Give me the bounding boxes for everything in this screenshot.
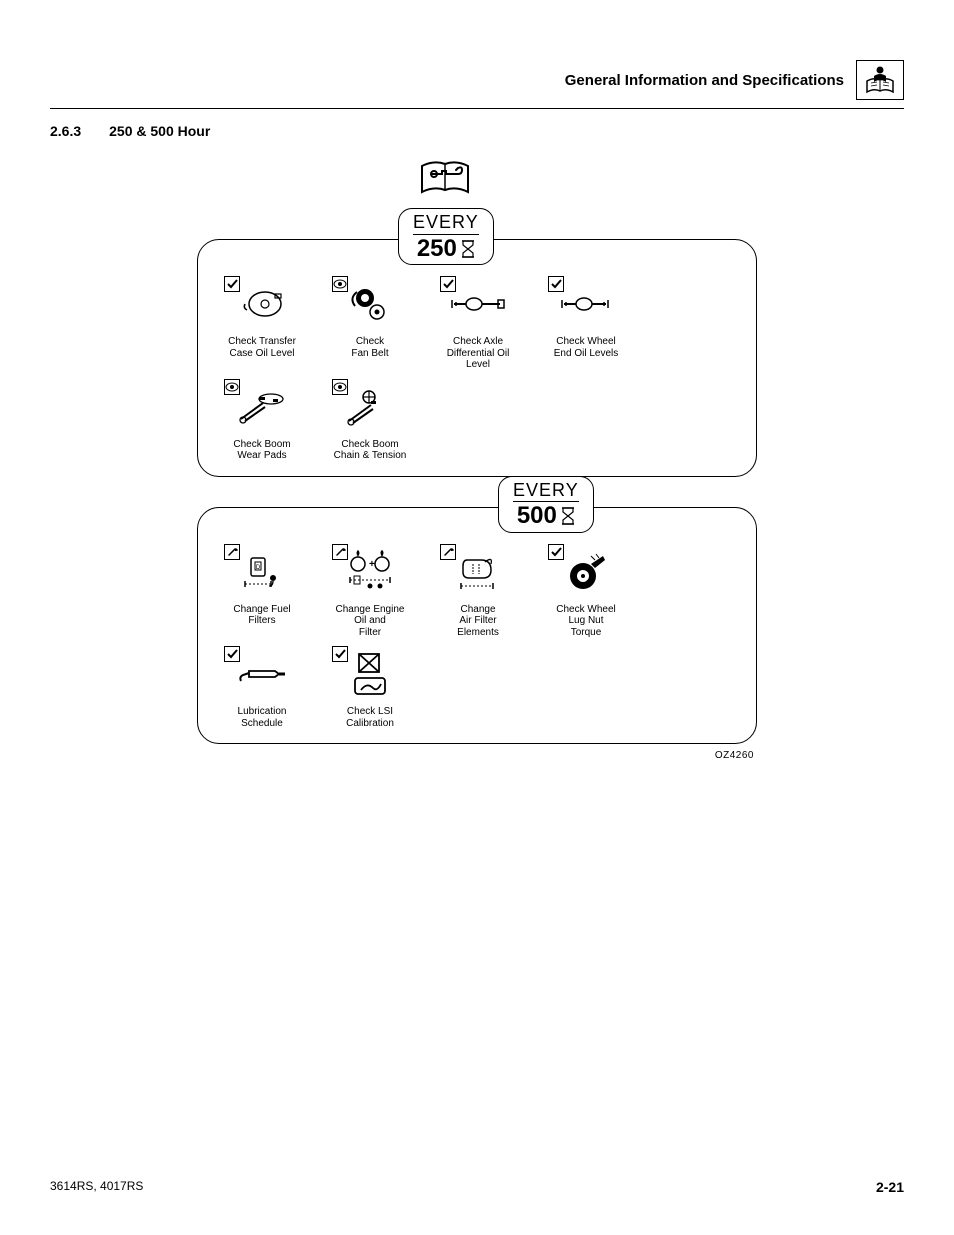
interval-500-item-0-badge-icon	[224, 544, 240, 560]
hourglass-icon	[461, 239, 475, 259]
interval-250-item-2-badge-icon	[440, 276, 456, 292]
section-heading: 2.6.3 250 & 500 Hour	[50, 123, 904, 139]
interval-250-item-1-badge-icon	[332, 276, 348, 292]
interval-250-item-3-label: Check Wheel End Oil Levels	[536, 336, 636, 359]
interval-250-item-1-label: Check Fan Belt	[320, 336, 420, 359]
page-header-title: General Information and Specifications	[565, 72, 844, 89]
interval-250-item-4-badge-icon	[224, 379, 240, 395]
page-footer: 3614RS, 4017RS 2-21	[50, 1179, 904, 1195]
every-label-500: EVERY	[513, 481, 579, 503]
every-label-250: EVERY	[413, 213, 479, 235]
interval-250-item-2: Check Axle Differential Oil Level	[428, 276, 528, 371]
hourglass-icon	[561, 506, 575, 526]
svg-text:D: D	[256, 565, 261, 571]
svg-text:+: +	[369, 559, 375, 570]
interval-500-block: EVERY 500 DChange Fuel Filters+Change En…	[197, 507, 757, 745]
header-divider	[50, 108, 904, 109]
interval-500-item-1-icon: +	[320, 544, 420, 600]
interval-250-item-4: Check Boom Wear Pads	[212, 379, 312, 462]
interval-250-item-3: Check Wheel End Oil Levels	[536, 276, 636, 371]
interval-250-number: 250	[417, 236, 457, 262]
interval-250-item-0: Check Transfer Case Oil Level	[212, 276, 312, 371]
interval-250-item-4-label: Check Boom Wear Pads	[212, 439, 312, 462]
service-manual-icon	[416, 152, 474, 200]
interval-500-item-5: Check LSI Calibration	[320, 646, 420, 729]
interval-500-item-1-label: Change Engine Oil and Filter	[320, 604, 420, 639]
interval-500-item-3-label: Check Wheel Lug Nut Torque	[536, 604, 636, 639]
interval-500-item-3: Check Wheel Lug Nut Torque	[536, 544, 636, 639]
maintenance-diagram: EVERY 250 Check Transfer Case Oil Level C…	[197, 239, 757, 744]
interval-250-item-0-badge-icon	[224, 276, 240, 292]
section-number: 2.6.3	[50, 123, 81, 139]
interval-500-item-2-icon	[428, 544, 528, 600]
interval-500-item-5-badge-icon	[332, 646, 348, 662]
interval-500-item-0: D Change Fuel Filters	[212, 544, 312, 639]
interval-250-item-5: Check Boom Chain & Tension	[320, 379, 420, 462]
interval-500-item-1-badge-icon	[332, 544, 348, 560]
interval-500-item-0-icon: D	[212, 544, 312, 600]
interval-500-item-2: Change Air Filter Elements	[428, 544, 528, 639]
interval-500-item-4-label: Lubrication Schedule	[212, 706, 312, 729]
interval-250-item-3-icon	[536, 276, 636, 332]
interval-250-item-1-icon	[320, 276, 420, 332]
diagram-reference-code: OZ4260	[715, 750, 754, 761]
footer-models: 3614RS, 4017RS	[50, 1179, 143, 1195]
interval-500-item-5-label: Check LSI Calibration	[320, 706, 420, 729]
footer-page-number: 2-21	[876, 1179, 904, 1195]
interval-250-item-0-label: Check Transfer Case Oil Level	[212, 336, 312, 359]
interval-250-item-5-icon	[320, 379, 420, 435]
interval-500-item-0-label: Change Fuel Filters	[212, 604, 312, 627]
interval-250-item-4-icon	[212, 379, 312, 435]
interval-500-item-1: + Change Engine Oil and Filter	[320, 544, 420, 639]
interval-250-item-5-label: Check Boom Chain & Tension	[320, 439, 420, 462]
interval-500-number: 500	[517, 503, 557, 529]
interval-250-item-0-icon	[212, 276, 312, 332]
interval-500-item-4: Lubrication Schedule	[212, 646, 312, 729]
interval-250-item-2-icon	[428, 276, 528, 332]
interval-500-item-2-badge-icon	[440, 544, 456, 560]
interval-500-item-4-badge-icon	[224, 646, 240, 662]
interval-250-block: EVERY 250 Check Transfer Case Oil LevelC…	[197, 239, 757, 477]
interval-500-item-5-icon	[320, 646, 420, 702]
interval-250-item-5-badge-icon	[332, 379, 348, 395]
section-title: 250 & 500 Hour	[109, 123, 210, 139]
interval-500-item-3-badge-icon	[548, 544, 564, 560]
interval-500-item-2-label: Change Air Filter Elements	[428, 604, 528, 639]
interval-500-item-4-icon	[212, 646, 312, 702]
interval-250-item-2-label: Check Axle Differential Oil Level	[428, 336, 528, 371]
interval-250-item-3-badge-icon	[548, 276, 564, 292]
interval-250-item-1: Check Fan Belt	[320, 276, 420, 371]
interval-500-tab: EVERY 500	[498, 476, 594, 533]
interval-250-tab: EVERY 250	[398, 208, 494, 265]
manual-reader-icon	[856, 60, 904, 100]
interval-500-item-3-icon	[536, 544, 636, 600]
